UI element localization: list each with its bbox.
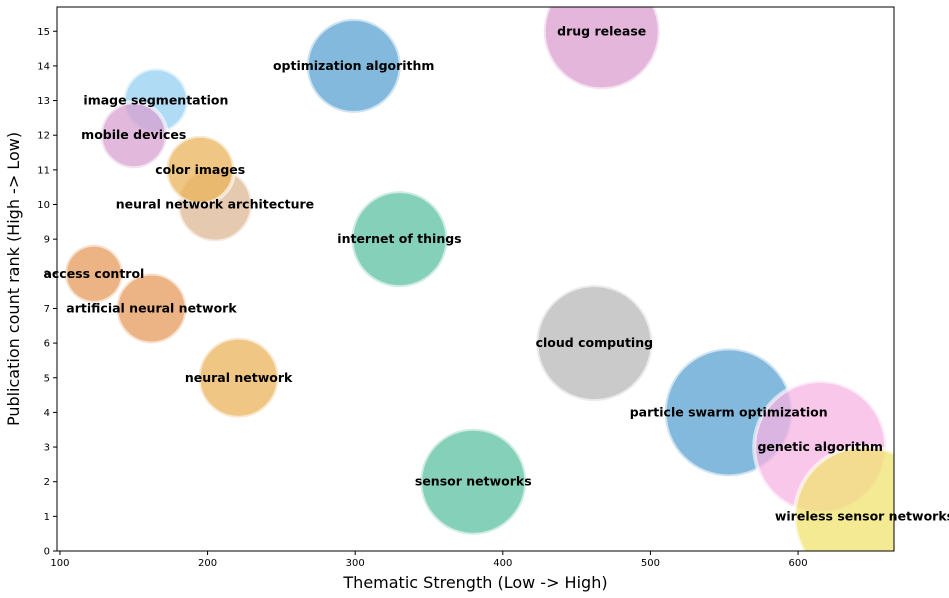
y-tick-label: 8 xyxy=(44,269,50,280)
bubble-wireless-sensor-networks xyxy=(792,444,894,551)
y-tick-label: 1 xyxy=(44,512,50,523)
y-tick-label: 6 xyxy=(44,339,50,350)
y-tick-label: 7 xyxy=(44,304,50,315)
y-tick-label: 3 xyxy=(44,443,50,454)
bubble-label: genetic algorithm xyxy=(757,439,882,454)
bubble-internet-of-things xyxy=(349,189,450,290)
bubble-label: artificial neural network xyxy=(66,300,237,315)
bubble-drug-release xyxy=(541,7,662,92)
bubble-artificial-neural-network xyxy=(114,271,189,346)
x-tick-label: 200 xyxy=(198,558,217,569)
y-tick-label: 2 xyxy=(44,477,50,488)
bubble-cloud-computing xyxy=(534,283,655,404)
bubble-label: mobile devices xyxy=(81,127,186,142)
y-tick-label: 14 xyxy=(37,61,50,72)
y-tick-label: 13 xyxy=(37,96,50,107)
bubble-label: particle swarm optimization xyxy=(630,404,828,419)
y-tick-label: 12 xyxy=(37,131,50,142)
bubble-layer xyxy=(62,7,894,551)
bubble-label: cloud computing xyxy=(536,335,653,350)
bubble-label: neural network architecture xyxy=(116,197,314,212)
y-axis-title: Publication count rank (High -> Low) xyxy=(4,132,23,426)
x-tick-label: 100 xyxy=(50,558,69,569)
bubble-label: internet of things xyxy=(337,231,461,246)
y-tick-label: 0 xyxy=(44,547,50,558)
bubble-mobile-devices xyxy=(98,100,169,171)
bubble-sensor-networks xyxy=(418,426,529,537)
bubble-label: image segmentation xyxy=(83,93,228,108)
y-tick-label: 10 xyxy=(37,200,50,211)
bubble-label: neural network xyxy=(185,370,293,385)
x-tick-label: 600 xyxy=(789,558,808,569)
bubble-color-images xyxy=(164,133,237,206)
y-tick-label: 5 xyxy=(44,373,50,384)
bubble-label: color images xyxy=(155,162,245,177)
x-axis-title: Thematic Strength (Low -> High) xyxy=(342,573,607,592)
bubble-label-layer: access control artificial neural network n… xyxy=(43,23,949,523)
bubble-label: access control xyxy=(43,266,144,281)
y-tick-label: 4 xyxy=(44,408,50,419)
bubble-access-control xyxy=(62,242,125,305)
plot-frame xyxy=(56,6,895,552)
y-tick-label: 11 xyxy=(37,165,50,176)
x-tick-label: 500 xyxy=(641,558,660,569)
x-tick-label: 400 xyxy=(493,558,512,569)
y-tick-label: 9 xyxy=(44,235,50,246)
bubble-label: sensor networks xyxy=(415,474,532,489)
bubble-neural-network xyxy=(196,335,281,420)
bubble-label: wireless sensor networks xyxy=(775,508,949,523)
bubble-optimization-algorithm xyxy=(304,16,403,115)
bubble-label: drug release xyxy=(557,23,646,38)
x-tick-label: 300 xyxy=(346,558,365,569)
y-tick-label: 15 xyxy=(37,27,50,38)
x-axis-ticks: 100 200 300 400 500 600 xyxy=(50,551,808,569)
bubble-label: optimization algorithm xyxy=(273,58,435,73)
